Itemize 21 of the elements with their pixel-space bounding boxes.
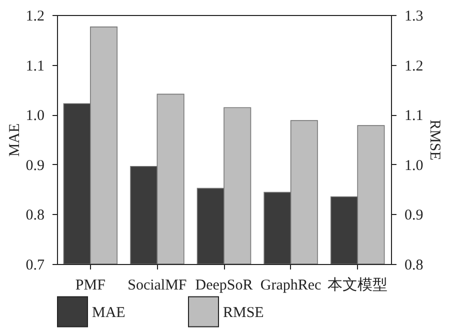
y-tick-label: 1.1 (26, 58, 44, 74)
legend-label: RMSE (223, 304, 264, 321)
x-tick-label: SocialMF (128, 278, 187, 294)
y2-tick-label: 1.2 (404, 58, 424, 74)
y-tick-label: 0.7 (26, 258, 45, 274)
y2-tick-label: 1.1 (404, 108, 424, 124)
y2-axis-title: RMSE (426, 120, 442, 160)
y-tick-label: 0.9 (26, 158, 44, 174)
y2-tick-label: 1.0 (404, 158, 424, 174)
y-tick-label: 1.0 (26, 108, 44, 124)
y-tick-label: 1.2 (26, 8, 44, 24)
y-tick-label: 0.8 (26, 208, 44, 224)
y2-tick-label: 1.3 (404, 8, 424, 24)
x-tick-label: 本文模型 (328, 276, 388, 294)
y2-tick-label: 0.8 (404, 258, 424, 274)
x-tick-label: PMF (75, 278, 106, 294)
y2-tick-label: 0.9 (404, 208, 424, 224)
x-tick-label: GraphRec (260, 278, 322, 294)
y-axis-title: MAE (6, 123, 23, 157)
x-tick-label: DeepSoR (195, 278, 253, 294)
legend-label: MAE (92, 304, 126, 321)
